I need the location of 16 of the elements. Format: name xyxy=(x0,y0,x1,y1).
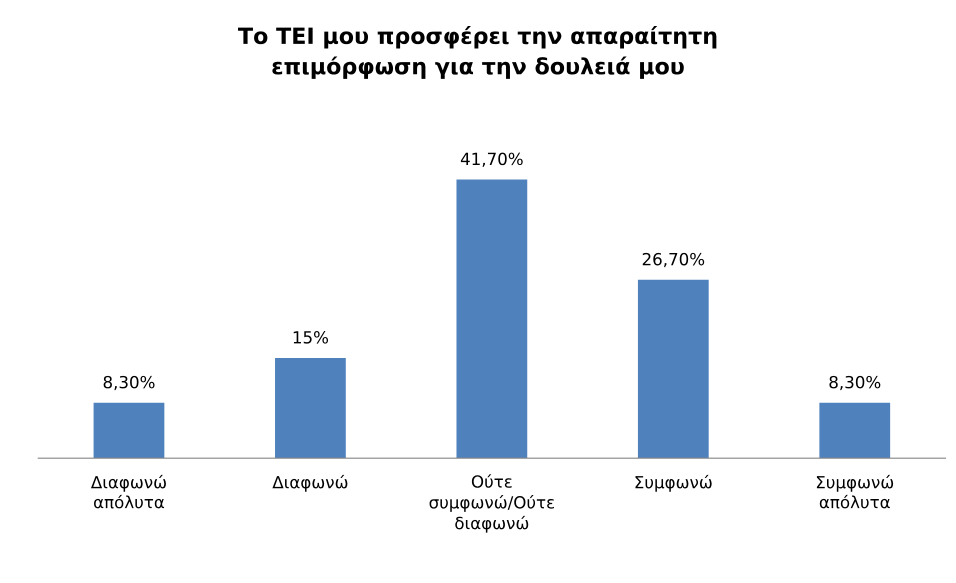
data-label: 15% xyxy=(294,331,328,344)
chart-title: Το ΤΕΙ μου προσφέρει την απαραίτητη επιμόρφωση για την δουλειά μου xyxy=(238,26,716,79)
x-tick-label: Συμφωνώ xyxy=(635,474,712,492)
data-label: 8,30% xyxy=(829,376,880,390)
bar xyxy=(456,180,528,458)
x-tick-label: Διαφωνώ xyxy=(272,474,348,492)
x-tick-label: Ούτε συμφωνώ/Ούτε διαφωνώ xyxy=(430,474,554,533)
data-label: 8,30% xyxy=(104,376,155,390)
bar xyxy=(819,402,890,458)
bar xyxy=(638,280,709,458)
x-tick-label: Συμφωνώ απόλυτα xyxy=(816,474,894,508)
x-tick-label: Διαφωνώ απόλυτα xyxy=(90,474,166,508)
data-label: 41,70% xyxy=(460,152,523,167)
bar xyxy=(275,358,346,458)
data-label: 26,70% xyxy=(642,252,704,268)
bar xyxy=(94,402,164,458)
